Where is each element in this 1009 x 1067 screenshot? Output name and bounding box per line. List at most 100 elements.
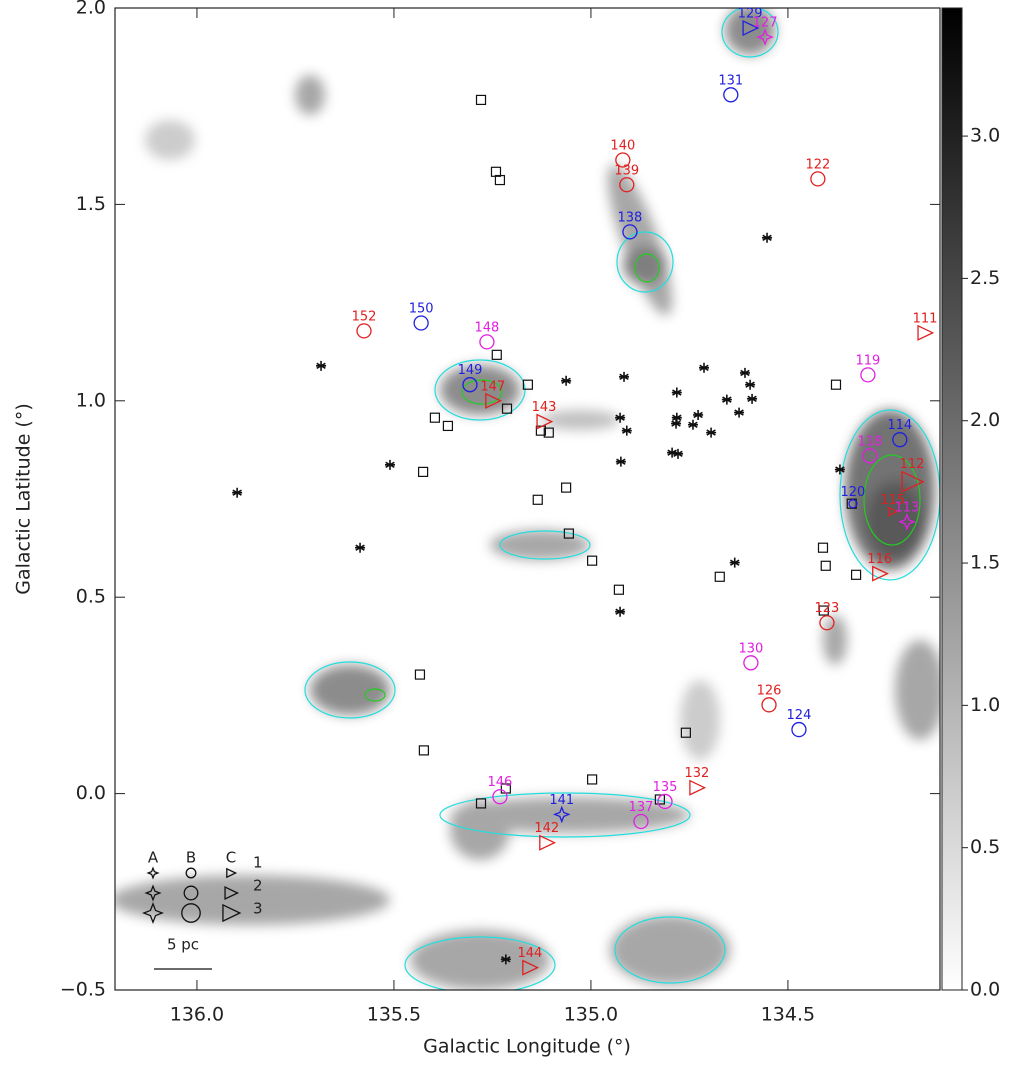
- legend-symbol: [146, 866, 160, 880]
- source-label: 148: [475, 320, 500, 335]
- asterisk-marker: [834, 464, 845, 475]
- source-marker: [848, 499, 858, 509]
- legend-symbol: [181, 903, 201, 923]
- legend-symbol: [222, 903, 242, 923]
- source-marker: [901, 470, 925, 493]
- legend-symbol: [224, 886, 240, 900]
- source-label: 147: [480, 379, 505, 394]
- asterisk-marker: [734, 407, 745, 418]
- square-marker: [491, 349, 502, 360]
- asterisk-marker: [619, 371, 630, 382]
- asterisk-marker: [561, 375, 572, 386]
- source-label: 115: [880, 493, 905, 508]
- square-marker: [417, 466, 429, 477]
- source-marker: [552, 805, 571, 824]
- source-marker: [810, 171, 826, 187]
- source-marker: [892, 432, 908, 448]
- source-marker: [619, 177, 635, 193]
- plot-frame: [114, 7, 941, 991]
- source-marker: [356, 323, 372, 339]
- square-marker: [714, 571, 725, 582]
- square-marker: [817, 542, 829, 553]
- asterisk-marker: [729, 557, 740, 568]
- source-marker: [633, 813, 649, 830]
- source-marker: [761, 697, 777, 713]
- source-marker: [413, 315, 429, 331]
- asterisk-marker: [706, 427, 717, 438]
- source-marker: [622, 224, 638, 240]
- source-marker: [917, 324, 935, 341]
- source-label: 124: [787, 708, 812, 723]
- source-label: 149: [458, 363, 483, 378]
- asterisk-marker: [739, 367, 750, 378]
- x-axis-label: Galactic Longitude (°): [423, 1036, 631, 1058]
- asterisk-marker: [747, 393, 758, 404]
- y-tick-label: 1.0: [76, 389, 106, 411]
- source-marker: [723, 87, 739, 103]
- x-tick-label: 135.0: [564, 1004, 618, 1026]
- colorbar-tick-label: 2.5: [970, 267, 1000, 289]
- x-tick-label: 136.0: [170, 1004, 224, 1026]
- source-label: 129: [738, 7, 763, 22]
- legend-row-label: 3: [253, 900, 263, 918]
- asterisk-marker: [699, 362, 710, 373]
- source-marker: [756, 28, 774, 46]
- legend-header: C: [226, 849, 236, 867]
- colorbar-tick-label: 0.5: [970, 836, 1000, 858]
- source-label: 126: [757, 683, 782, 698]
- colorbar: [941, 7, 963, 991]
- square-marker: [522, 379, 533, 390]
- square-marker: [543, 427, 554, 438]
- legend-symbol: [142, 902, 164, 924]
- legend-symbol: [183, 885, 199, 901]
- source-label: 140: [610, 139, 635, 154]
- source-label: 120: [841, 485, 866, 500]
- scale-bar-label: 5 pc: [167, 936, 199, 954]
- x-tick-label: 135.5: [367, 1004, 421, 1026]
- source-marker: [615, 152, 631, 168]
- source-marker: [743, 655, 759, 671]
- legend-header: A: [148, 849, 159, 867]
- source-label: 111: [913, 311, 938, 326]
- source-label: 132: [684, 766, 709, 781]
- square-marker: [561, 482, 572, 493]
- source-label: 130: [738, 641, 763, 656]
- square-marker: [587, 555, 598, 566]
- square-marker: [442, 420, 454, 432]
- legend-row-label: 1: [253, 854, 263, 872]
- square-marker: [418, 745, 429, 756]
- y-tick-label: 1.5: [76, 193, 106, 215]
- y-tick-label: 0.0: [76, 782, 106, 804]
- source-marker: [522, 959, 540, 976]
- square-marker: [414, 669, 426, 680]
- source-label: 118: [857, 434, 882, 449]
- square-marker: [429, 412, 441, 423]
- legend-symbol: [226, 867, 238, 879]
- square-marker: [475, 798, 487, 809]
- square-marker: [501, 403, 513, 414]
- source-marker: [689, 779, 707, 796]
- source-marker: [791, 721, 807, 738]
- intensity-map: [115, 8, 940, 990]
- square-marker: [587, 774, 598, 785]
- source-label: 135: [653, 780, 678, 795]
- source-label: 143: [532, 400, 557, 415]
- source-marker: [860, 367, 876, 383]
- source-marker: [462, 377, 478, 393]
- colorbar-tick-label: 0.0: [970, 979, 1000, 1001]
- y-tick-label: 0.5: [76, 586, 106, 608]
- asterisk-marker: [615, 456, 626, 467]
- asterisk-marker: [385, 459, 395, 470]
- square-marker: [613, 584, 625, 595]
- source-marker: [539, 834, 557, 851]
- square-marker: [850, 569, 862, 580]
- marks: 136.0 135.5 135.0 134.5 −0.5 0.0 0.5 1.0 1.5 2.0 0…: [60, 0, 1000, 1026]
- source-marker: [657, 793, 673, 810]
- asterisk-marker: [615, 412, 626, 423]
- source-label: 144: [517, 946, 542, 961]
- asterisk-marker: [745, 379, 756, 390]
- square-marker: [654, 794, 665, 805]
- asterisk-marker: [621, 425, 632, 436]
- square-marker: [532, 494, 543, 505]
